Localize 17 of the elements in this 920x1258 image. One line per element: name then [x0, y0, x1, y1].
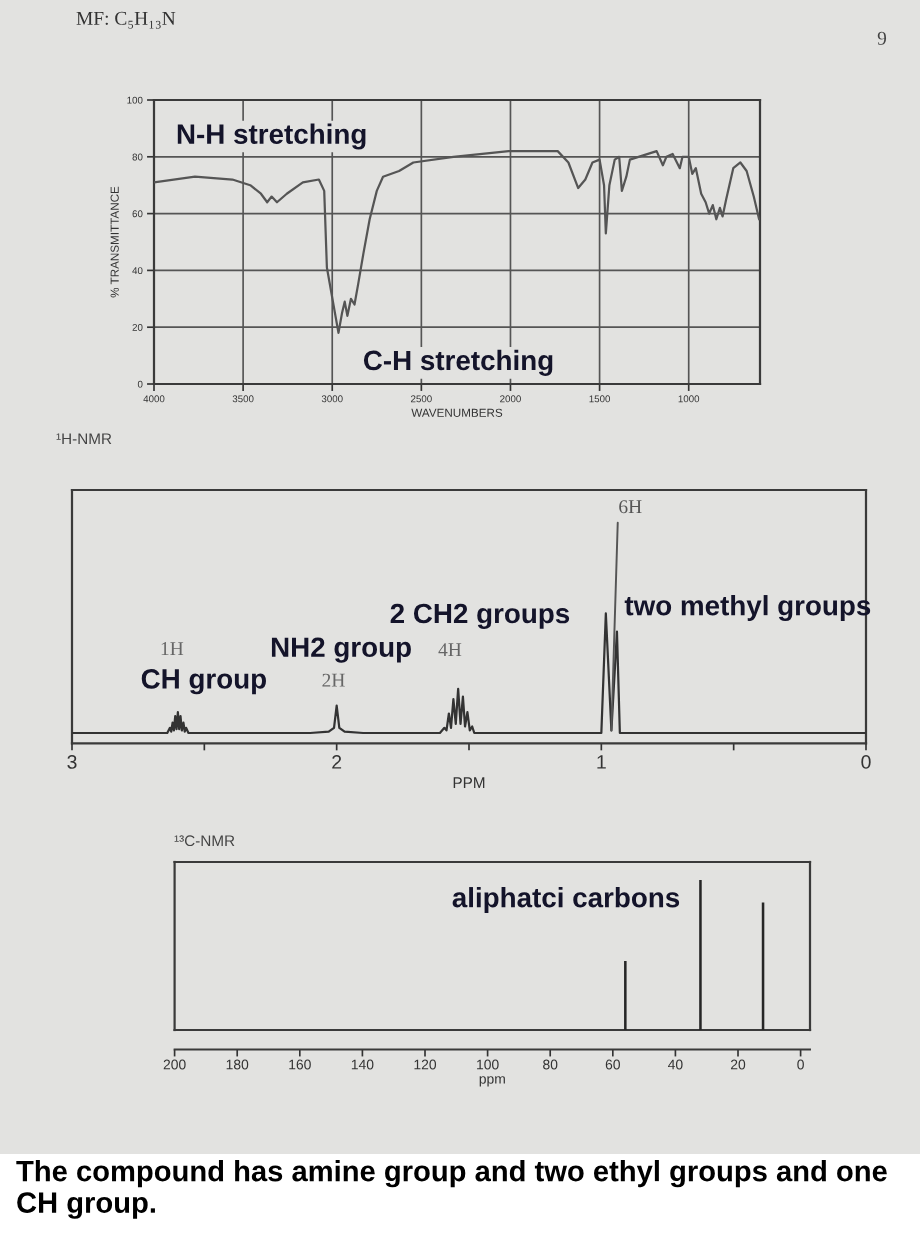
annotation: 6H: [619, 500, 642, 514]
x-tick-label: 1: [597, 755, 606, 769]
annotation: NH2 group: [271, 637, 411, 663]
chart-title: MF: C₅H₁₃N: [76, 11, 176, 29]
annotation: 1H: [161, 642, 184, 655]
annotation: 4H: [438, 643, 462, 657]
annotation: N-H stretching: [177, 123, 366, 150]
annotation: C-H stretching: [363, 349, 553, 376]
x-tick-label: 2: [332, 755, 342, 769]
annotation: aliphatci carbons: [452, 887, 680, 913]
text: 9: [877, 31, 887, 45]
annotation: 2H: [322, 673, 345, 687]
annotation: CH group: [141, 669, 266, 695]
x-tick-label: 0: [861, 755, 871, 769]
x-tick-label: 3: [67, 755, 77, 769]
annotation: 2 CH2 groups: [390, 603, 570, 629]
text: The compound has amine group and two ethyl groups and one CH group.: [16, 1160, 887, 1219]
